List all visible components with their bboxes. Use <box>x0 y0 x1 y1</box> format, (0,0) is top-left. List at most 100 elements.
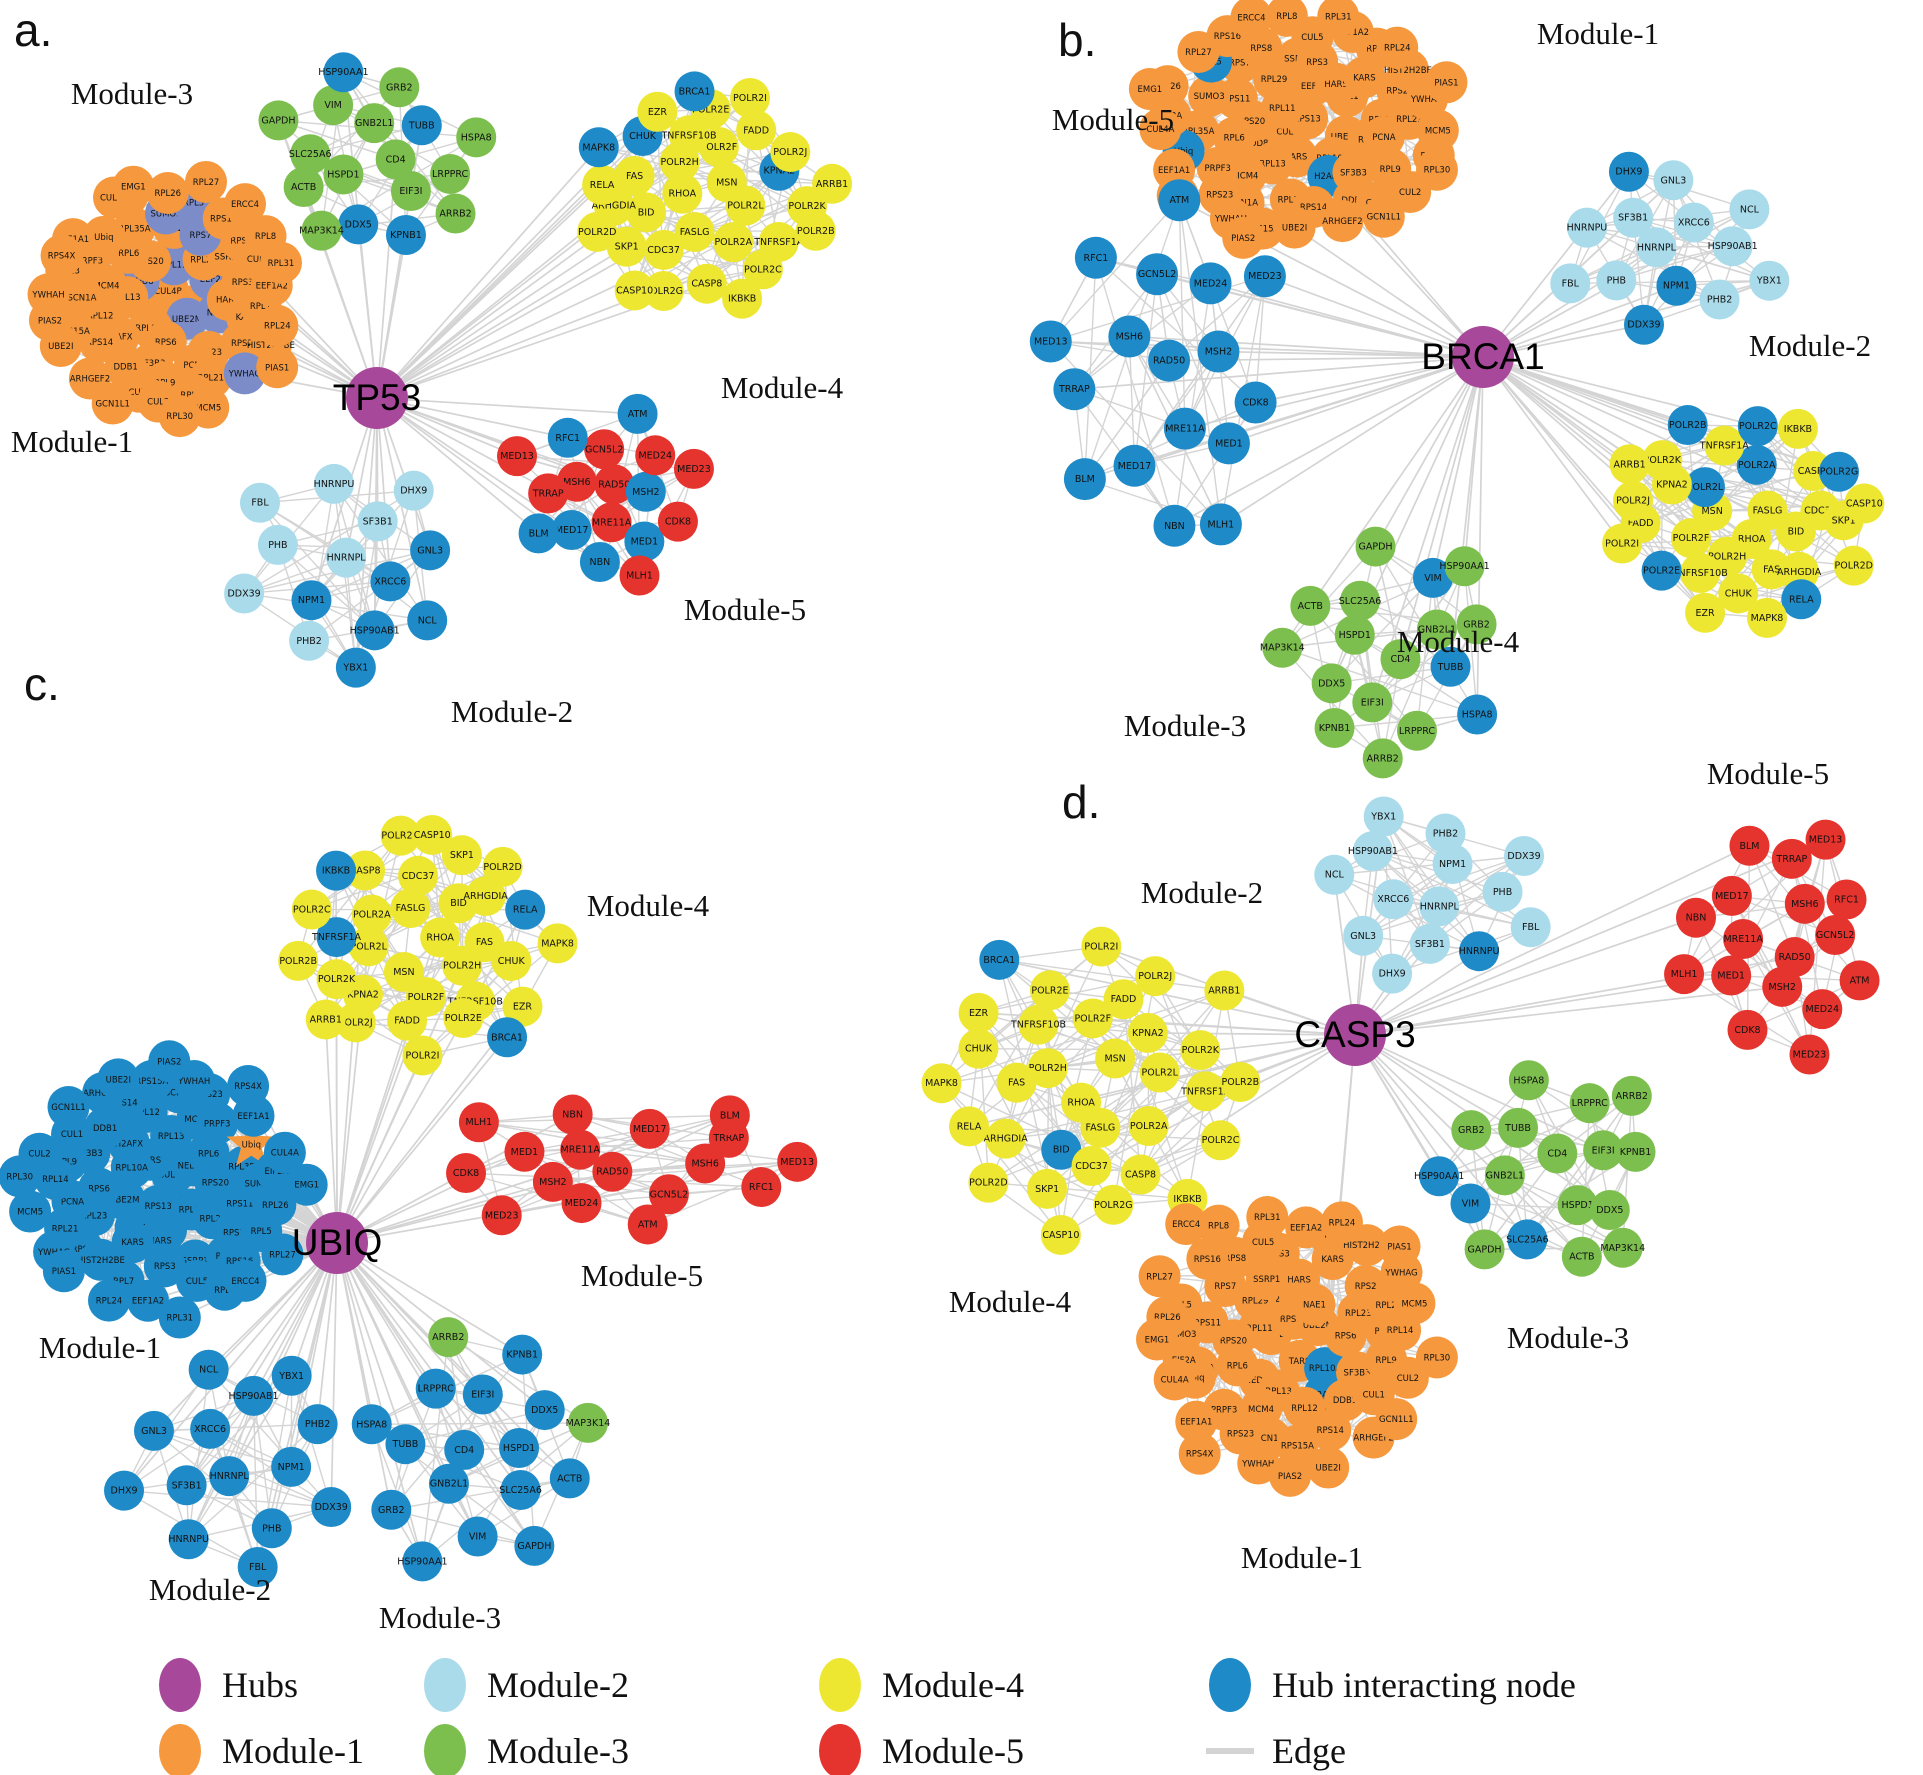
gene-node-MLH1[interactable] <box>619 555 660 596</box>
gene-node-HSP90AB1[interactable] <box>354 610 395 651</box>
gene-node-KPNB1[interactable] <box>385 214 426 255</box>
gene-label-RPL30: RPL30 <box>1424 1354 1451 1364</box>
gene-node-GAPDH[interactable] <box>258 100 299 141</box>
gene-node-MSH2[interactable] <box>625 471 666 512</box>
gene-node-GRB2[interactable] <box>379 67 420 108</box>
gene-node-YWHAG[interactable] <box>223 352 266 395</box>
gene-label-EEF1A2: EEF1A2 <box>1290 1223 1322 1233</box>
gene-node-PIAS2[interactable] <box>28 299 71 342</box>
gene-node-CD4[interactable] <box>375 139 416 180</box>
gene-node-BRCA1[interactable] <box>674 71 715 112</box>
gene-node-MED13[interactable] <box>497 436 538 477</box>
gene-node-ARRB1[interactable] <box>812 163 853 204</box>
gene-node-BID[interactable] <box>626 192 667 233</box>
gene-node-CASP8[interactable] <box>686 263 727 304</box>
gene-node-HSP90AA1[interactable] <box>323 52 364 93</box>
gene-node-EIF3I[interactable] <box>390 171 431 212</box>
gene-label-RELA: RELA <box>1789 594 1814 605</box>
edge <box>999 959 1225 992</box>
legend-label-m2: Module-2 <box>487 1665 629 1705</box>
gene-node-HSPA8[interactable] <box>456 117 497 158</box>
gene-node-ERCC4[interactable] <box>224 183 267 226</box>
edge <box>1122 999 1142 1175</box>
gene-node-POLR2J[interactable] <box>770 132 811 173</box>
gene-label-HNRNPU: HNRNPU <box>168 1534 209 1545</box>
gene-node-GNL3[interactable] <box>410 530 451 571</box>
gene-node-MED23[interactable] <box>673 448 714 489</box>
gene-node-LRPPRC[interactable] <box>430 153 471 194</box>
gene-node-HSPD1[interactable] <box>323 154 364 195</box>
gene-node-BLM[interactable] <box>518 513 559 554</box>
gene-node-MED1[interactable] <box>624 521 665 562</box>
gene-label-MSH6: MSH6 <box>691 1159 718 1170</box>
gene-node-RELA[interactable] <box>582 165 623 206</box>
gene-node-MAP3K14[interactable] <box>301 210 342 251</box>
gene-node-VIM[interactable] <box>313 85 354 126</box>
gene-node-FAS[interactable] <box>614 155 655 196</box>
gene-node-EMG1[interactable] <box>112 165 155 208</box>
gene-node-POLR2C[interactable] <box>742 249 783 290</box>
gene-node-NCL[interactable] <box>407 600 448 641</box>
gene-node-POLR2D[interactable] <box>577 211 618 252</box>
gene-label-IKBKB: IKBKB <box>1784 424 1812 435</box>
gene-node-POLR2B[interactable] <box>795 210 836 251</box>
gene-node-SLC25A6[interactable] <box>290 134 331 175</box>
gene-node-TRRAP[interactable] <box>528 473 569 514</box>
gene-node-IKBKB[interactable] <box>722 278 763 319</box>
gene-node-RPL30[interactable] <box>158 395 201 438</box>
gene-node-ARRB2[interactable] <box>435 193 476 234</box>
gene-node-FADD[interactable] <box>736 110 777 151</box>
module-label-d-m2: Module-2 <box>1141 875 1263 910</box>
gene-node-GCN1L1[interactable] <box>91 382 134 425</box>
gene-node-RPL31[interactable] <box>259 241 302 284</box>
gene-node-GCN5L2[interactable] <box>584 429 625 470</box>
gene-node-MED17[interactable] <box>551 509 592 550</box>
gene-node-RFC1[interactable] <box>547 417 588 458</box>
gene-node-RPL24[interactable] <box>256 304 299 347</box>
gene-node-RHOA[interactable] <box>662 173 703 214</box>
gene-node-MAPK8[interactable] <box>578 127 619 168</box>
gene-label-BRCA1: BRCA1 <box>983 955 1015 966</box>
gene-node-NPM1[interactable] <box>291 580 332 621</box>
gene-label-ARHGEF2: ARHGEF2 <box>1322 217 1362 227</box>
gene-node-HNRNPU[interactable] <box>313 463 354 504</box>
gene-node-POLR2A[interactable] <box>713 222 754 263</box>
gene-label-GAPDH: GAPDH <box>1468 1244 1502 1255</box>
gene-node-DDX39[interactable] <box>224 573 265 614</box>
gene-node-PIAS1[interactable] <box>256 346 299 389</box>
hub-edge <box>1399 356 1484 660</box>
gene-node-ACTB[interactable] <box>283 166 324 207</box>
gene-node-CDC37[interactable] <box>643 229 684 270</box>
gene-node-PHB2[interactable] <box>289 620 330 661</box>
gene-node-MRE11A[interactable] <box>591 502 632 543</box>
gene-node-SKP1[interactable] <box>606 226 647 267</box>
gene-node-FASLG[interactable] <box>674 212 715 253</box>
gene-node-POLR2L[interactable] <box>725 185 766 226</box>
gene-node-NBN[interactable] <box>579 542 620 583</box>
gene-node-XRCC6[interactable] <box>370 561 411 602</box>
gene-node-CASP10[interactable] <box>614 270 655 311</box>
gene-node-POLR2I[interactable] <box>730 78 771 119</box>
gene-node-DDX5[interactable] <box>338 204 379 245</box>
gene-node-CDK8[interactable] <box>657 501 698 542</box>
gene-node-ATM[interactable] <box>617 393 658 434</box>
gene-node-RPL26[interactable] <box>146 172 189 215</box>
gene-node-EZR[interactable] <box>637 91 678 132</box>
gene-node-RAD50[interactable] <box>594 464 635 505</box>
gene-node-DHX9[interactable] <box>393 470 434 511</box>
gene-node-PHB[interactable] <box>257 524 298 565</box>
edge <box>1156 273 1230 444</box>
gene-node-TUBB[interactable] <box>401 105 442 146</box>
gene-node-HNRNPL[interactable] <box>326 537 367 578</box>
gene-node-SF3B1[interactable] <box>357 501 398 542</box>
gene-node-GNB2L1[interactable] <box>354 103 395 144</box>
hub-node-TP53[interactable] <box>346 367 408 429</box>
gene-node-RPL27[interactable] <box>185 160 228 203</box>
gene-node-FBL[interactable] <box>239 482 280 523</box>
gene-node-YBX1[interactable] <box>335 647 376 688</box>
gene-node-Ubiq[interactable] <box>82 215 125 258</box>
gene-node-MED24[interactable] <box>635 435 676 476</box>
gene-node-POLR2G[interactable] <box>643 270 684 311</box>
edge <box>1629 463 1728 558</box>
gene-node-RPS4X[interactable] <box>40 234 83 277</box>
